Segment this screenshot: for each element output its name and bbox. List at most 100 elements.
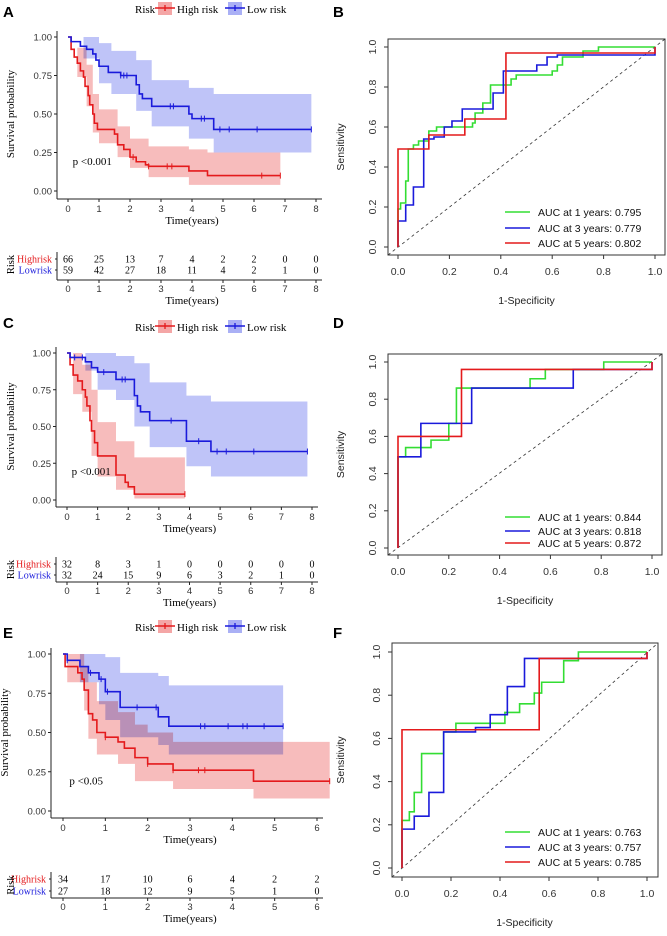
roc-curve <box>401 651 647 868</box>
survival-curve-high-risk <box>63 653 330 782</box>
roc-curve <box>401 652 648 868</box>
y-tick-label: 1.00 <box>34 33 53 44</box>
roc-curve <box>397 47 656 247</box>
p-value: p <0.001 <box>72 466 111 478</box>
y-tick-label: 0.2 <box>367 503 379 518</box>
y-tick-label: 0.2 <box>367 200 379 215</box>
confidence-band-high-risk <box>67 353 185 499</box>
x-tick-label: 0.8 <box>594 566 609 578</box>
x-axis-label: 1-Specificity <box>497 595 554 607</box>
km-panel-a: A Risk High risk Low risk 0.00 0.25 0.50 0.75 1.… <box>3 2 322 307</box>
legend: Risk High risk Low risk <box>135 320 287 334</box>
x-axis-label: 1-Specificity <box>498 295 555 307</box>
y-tick-label: 0.25 <box>33 459 52 470</box>
x-tick-label: 1 <box>103 823 108 834</box>
roc-curve <box>397 46 655 247</box>
x-tick-label: 4 <box>230 823 235 834</box>
risk-count: 1 <box>272 887 277 898</box>
y-axis-label: Sensitivity <box>335 736 347 784</box>
x-tick-label: 7 <box>279 512 284 523</box>
x-axis-label: Time(years) <box>163 834 217 846</box>
roc-panel-b: B 0.0 0.2 0.4 0.6 0.8 1.0 0.0 0.2 0.4 0.6 0.8 1.0 1-S… <box>333 4 666 307</box>
risk-count: 0 <box>310 560 315 571</box>
y-tick-label: 1.00 <box>33 349 52 360</box>
risk-count: 32 <box>62 560 72 571</box>
risk-x-tick-label: 6 <box>248 586 253 597</box>
legend: Risk High risk Low risk <box>135 2 287 16</box>
x-tick-label: 1 <box>95 512 100 523</box>
y-tick-label: 0.25 <box>34 148 53 159</box>
roc-panel-f: F 0.0 0.2 0.4 0.6 0.8 1.0 0.0 0.2 0.4 0.6 0.8 1.0 1-S… <box>333 625 659 929</box>
risk-count: 1 <box>156 560 161 571</box>
risk-count: 0 <box>187 560 192 571</box>
risk-x-tick-label: 1 <box>96 284 101 295</box>
y-tick-label: 0.00 <box>33 496 52 507</box>
x-tick-label: 2 <box>145 823 150 834</box>
km-panel-e: E Risk High risk Low risk 0.00 0.25 0.50 0.75 1.… <box>0 620 331 925</box>
risk-count: 27 <box>58 887 68 898</box>
panel-label: C <box>3 315 14 332</box>
x-tick-label: 0.2 <box>442 266 457 278</box>
risk-count: 25 <box>94 255 104 266</box>
x-tick-label: 1.0 <box>648 266 663 278</box>
risk-count: 2 <box>252 255 257 266</box>
risk-count: 5 <box>230 887 235 898</box>
x-tick-label: 5 <box>220 204 225 215</box>
risk-row-label: Lowrisk <box>19 266 52 277</box>
risk-x-tick-label: 4 <box>230 902 235 913</box>
y-tick-label: 0.4 <box>371 774 383 789</box>
risk-count: 42 <box>94 266 104 277</box>
legend-title: Risk <box>135 622 156 634</box>
x-tick-label: 8 <box>309 512 314 523</box>
y-axis-label: Survival probability <box>5 382 17 471</box>
risk-x-tick-label: 0 <box>65 284 70 295</box>
y-tick-label: 1.0 <box>367 40 379 55</box>
x-tick-label: 0.0 <box>395 888 410 900</box>
risk-count: 3 <box>126 560 131 571</box>
y-tick-label: 0.6 <box>371 731 383 746</box>
survival-curve-high-risk <box>67 352 185 495</box>
y-tick-label: 0.50 <box>28 728 47 739</box>
risk-count: 32 <box>62 571 72 582</box>
y-axis-label: Sensitivity <box>335 123 347 171</box>
x-tick-label: 0.4 <box>493 266 508 278</box>
x-tick-label: 0 <box>65 204 70 215</box>
risk-count: 24 <box>93 571 103 582</box>
risk-x-tick-label: 0 <box>64 586 69 597</box>
x-tick-label: 6 <box>314 823 319 834</box>
x-tick-label: 0.6 <box>542 888 557 900</box>
legend-entry: Low risk <box>247 322 287 334</box>
risk-x-tick-label: 2 <box>127 284 132 295</box>
risk-count: 2 <box>221 255 226 266</box>
y-tick-label: 0.75 <box>28 689 47 700</box>
risk-count: 13 <box>125 255 135 266</box>
y-tick-label: 0.50 <box>33 422 52 433</box>
x-tick-label: 2 <box>126 512 131 523</box>
risk-count: 27 <box>125 266 135 277</box>
risk-x-tick-label: 4 <box>187 586 192 597</box>
legend-entry: High risk <box>177 622 219 634</box>
risk-table-title: Risk <box>6 254 17 274</box>
risk-x-tick-label: 2 <box>126 586 131 597</box>
legend-entry: AUC at 5 years: 0.785 <box>538 857 641 869</box>
y-tick-label: 1.00 <box>28 650 47 661</box>
y-tick-label: 0.8 <box>367 80 379 95</box>
x-tick-label: 4 <box>187 512 192 523</box>
x-tick-label: 0.4 <box>493 888 508 900</box>
risk-count: 11 <box>187 266 197 277</box>
risk-x-tick-label: 3 <box>156 586 161 597</box>
risk-row-label: Highrisk <box>11 875 46 886</box>
y-tick-label: 1.0 <box>367 355 379 370</box>
risk-count: 0 <box>279 560 284 571</box>
risk-count: 4 <box>230 875 235 886</box>
risk-count: 0 <box>315 887 320 898</box>
risk-count: 0 <box>314 255 319 266</box>
x-tick-label: 3 <box>156 512 161 523</box>
x-tick-label: 6 <box>251 204 256 215</box>
risk-count: 2 <box>248 571 253 582</box>
legend-title: Risk <box>135 4 156 16</box>
legend: AUC at 1 years: 0.763 AUC at 3 years: 0.7… <box>505 827 641 869</box>
panel-label: B <box>333 4 344 21</box>
risk-count: 18 <box>100 887 110 898</box>
